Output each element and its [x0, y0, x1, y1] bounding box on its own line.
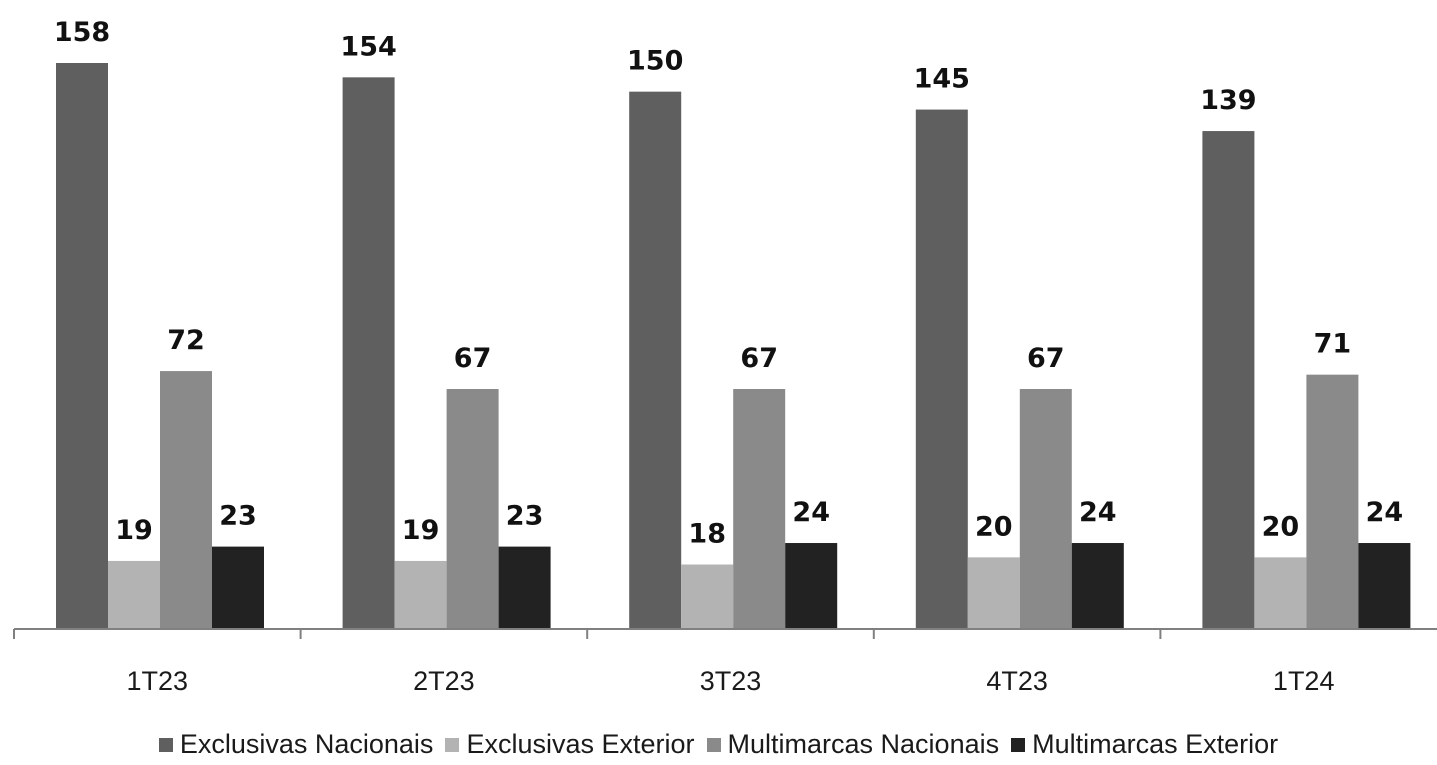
data-label: 67	[454, 343, 492, 374]
x-axis-ticks	[13, 629, 1162, 639]
data-label: 23	[506, 501, 544, 532]
data-label: 19	[115, 515, 153, 546]
bar	[342, 77, 395, 630]
data-label: 72	[167, 325, 205, 356]
data-label: 145	[914, 64, 970, 95]
x-tick-label: 1T23	[127, 666, 189, 696]
legend-swatch	[1011, 737, 1026, 752]
bar	[108, 560, 160, 629]
bar	[915, 109, 968, 629]
bars-group	[56, 63, 1411, 630]
bar	[160, 371, 212, 629]
data-label: 150	[627, 46, 683, 77]
legend-swatch	[706, 737, 721, 752]
bar	[629, 91, 682, 630]
x-tick-label: 1T24	[1273, 666, 1335, 696]
bar	[446, 388, 499, 629]
bar	[1071, 543, 1124, 629]
data-label: 67	[1027, 343, 1065, 374]
legend-swatch	[445, 737, 460, 752]
legend-swatch	[158, 737, 173, 752]
bar	[56, 63, 108, 629]
x-tick-label: 4T23	[986, 666, 1048, 696]
data-label: 24	[1079, 497, 1117, 528]
data-label: 24	[792, 497, 830, 528]
data-label: 139	[1200, 85, 1256, 116]
bar	[498, 546, 551, 629]
bar	[212, 546, 264, 629]
bar	[733, 388, 786, 629]
bar	[1358, 543, 1411, 629]
legend-item-exclusivas-nacionais: Exclusivas Nacionais	[158, 729, 434, 760]
legend-item-multimarcas-exterior: Multimarcas Exterior	[1011, 729, 1278, 760]
bar	[1202, 131, 1255, 629]
bar	[1254, 557, 1307, 629]
data-label: 20	[975, 511, 1013, 542]
bar	[1019, 388, 1072, 629]
bar	[785, 543, 838, 629]
data-label: 18	[688, 519, 726, 550]
legend: Exclusivas Nacionais Exclusivas Exterior…	[0, 729, 1437, 760]
bar	[1306, 374, 1359, 629]
bar	[967, 557, 1020, 629]
x-tick-label: 2T23	[413, 666, 475, 696]
legend-item-exclusivas-exterior: Exclusivas Exterior	[445, 729, 695, 760]
data-label: 23	[219, 501, 257, 532]
data-label: 71	[1314, 329, 1352, 360]
legend-label: Multimarcas Exterior	[1032, 729, 1279, 759]
legend-label: Exclusivas Nacionais	[179, 729, 434, 759]
bar	[681, 564, 734, 629]
data-label: 20	[1262, 511, 1300, 542]
x-tick-label: 3T23	[700, 666, 762, 696]
legend-label: Multimarcas Nacionais	[727, 729, 1000, 759]
data-labels-group: 158 19 72 23 154 19 67 23 150 18 67 24 145 20 67 24 139 2…	[54, 17, 1403, 550]
data-label: 154	[340, 31, 396, 62]
legend-item-multimarcas-nacionais: Multimarcas Nacionais	[706, 729, 1000, 760]
bar	[394, 560, 447, 629]
data-label: 24	[1366, 497, 1404, 528]
data-label: 158	[54, 17, 110, 48]
data-label: 19	[402, 515, 440, 546]
legend-label: Exclusivas Exterior	[466, 729, 695, 759]
x-axis-tick-labels: 1T23 2T23 3T23 4T23 1T24	[127, 666, 1335, 696]
data-label: 67	[740, 343, 778, 374]
